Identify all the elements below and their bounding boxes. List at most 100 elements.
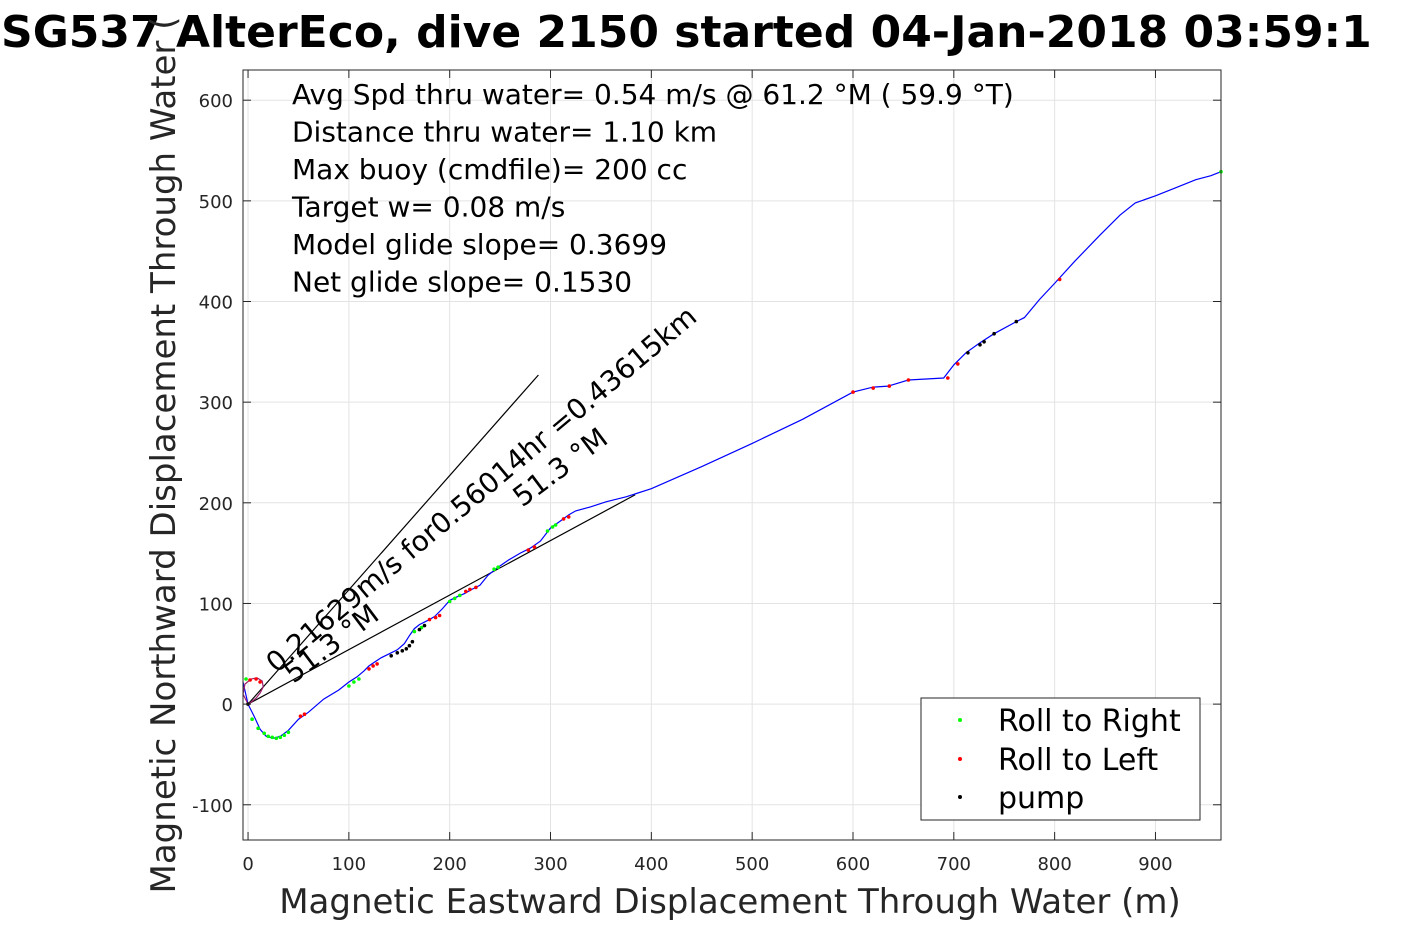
- y-axis-label: Magnetic Northward Displacement Through …: [144, 17, 184, 894]
- y-tick-labels: -100 0 100 200 300 400 500 600: [192, 91, 233, 817]
- point-roll-to-right: [357, 677, 361, 681]
- point-roll-to-right: [266, 734, 271, 739]
- current-line-2: [247, 494, 636, 705]
- axis-ticks: [243, 70, 1221, 840]
- info-line: Net glide slope= 0.1530: [292, 266, 632, 299]
- point-pump: [410, 639, 415, 644]
- point-roll-to-right: [492, 567, 496, 571]
- info-text-block: Avg Spd thru water= 0.54 m/s @ 61.2 °M (…: [291, 78, 1014, 299]
- y-tick-label: 600: [199, 91, 233, 112]
- legend-box: [920, 697, 1201, 821]
- y-tick-label: 500: [199, 192, 233, 213]
- point-roll-to-left: [371, 664, 375, 668]
- point-roll-to-right: [545, 529, 550, 533]
- point-roll-to-left: [433, 615, 438, 620]
- x-tick-label: 400: [634, 854, 668, 875]
- legend-marker-roll-right: [958, 718, 962, 722]
- y-tick-label: -100: [192, 796, 233, 817]
- point-roll-to-left: [254, 677, 258, 681]
- point-roll-to-right: [496, 565, 500, 569]
- point-roll-to-left: [566, 515, 571, 519]
- point-roll-to-left: [526, 548, 531, 552]
- series-lines: [242, 171, 1222, 739]
- y-tick-label: 0: [222, 695, 233, 716]
- x-tick-label: 100: [332, 854, 366, 875]
- point-roll-to-left: [561, 517, 566, 521]
- point-pump: [966, 351, 970, 355]
- info-line: Avg Spd thru water= 0.54 m/s @ 61.2 °M (…: [292, 78, 1014, 111]
- reference-lines: [247, 374, 636, 705]
- point-pump: [978, 343, 982, 347]
- point-roll-to-left: [532, 545, 537, 549]
- x-tick-label: 300: [533, 854, 567, 875]
- point-roll-to-left: [427, 617, 432, 622]
- point-roll-to-left: [474, 585, 478, 590]
- point-roll-to-right: [553, 523, 558, 527]
- point-roll-to-right: [286, 730, 291, 735]
- point-roll-to-left: [367, 667, 371, 671]
- point-roll-to-left: [464, 589, 468, 594]
- series-line-track: [242, 171, 1222, 739]
- x-tick-label: 800: [1037, 854, 1071, 875]
- info-line: Distance thru water= 1.10 km: [292, 116, 717, 149]
- x-axis-label: Magnetic Eastward Displacement Through W…: [279, 882, 1181, 922]
- legend-marker-pump: [958, 795, 962, 799]
- point-pump: [1014, 319, 1019, 324]
- point-roll-to-left: [871, 386, 875, 390]
- y-tick-label: 300: [199, 393, 233, 414]
- point-roll-to-right: [262, 731, 267, 736]
- point-roll-to-right: [352, 680, 356, 684]
- y-tick-label: 200: [199, 494, 233, 515]
- point-roll-to-left: [302, 712, 307, 716]
- point-roll-to-right: [458, 593, 462, 598]
- point-roll-to-right: [278, 735, 283, 740]
- x-tick-label: 700: [937, 854, 971, 875]
- point-roll-to-right: [256, 726, 260, 731]
- y-tick-label: 100: [199, 594, 233, 615]
- info-line: Model glide slope= 0.3699: [292, 228, 667, 261]
- x-tick-label: 500: [735, 854, 769, 875]
- info-line: Target w= 0.08 m/s: [291, 191, 565, 224]
- point-roll-to-right: [412, 629, 417, 634]
- point-pump: [982, 340, 986, 344]
- point-roll-to-left: [956, 362, 960, 366]
- x-tick-label: 600: [836, 854, 870, 875]
- point-pump: [992, 331, 996, 336]
- plot-frame: [242, 69, 1222, 841]
- point-roll-to-left: [906, 378, 911, 382]
- legend-label-roll-left: Roll to Left: [998, 743, 1158, 778]
- series-markers: [244, 169, 1223, 741]
- x-tick-labels: 0 100 200 300 400 500 600 700 800 900: [242, 854, 1172, 875]
- legend-label-roll-right: Roll to Right: [998, 704, 1181, 739]
- point-roll-to-left: [248, 678, 252, 682]
- point-roll-to-right: [270, 735, 275, 740]
- point-roll-to-right: [452, 596, 457, 601]
- legend-marker-roll-left: [958, 757, 962, 761]
- legend: Roll to Right Roll to Left pump: [920, 697, 1201, 821]
- x-tick-label: 200: [433, 854, 467, 875]
- point-roll-to-left: [851, 390, 855, 394]
- x-tick-label: 0: [242, 854, 253, 875]
- point-pump: [417, 627, 422, 632]
- point-roll-to-right: [274, 736, 279, 741]
- point-roll-to-left: [946, 376, 950, 380]
- point-roll-to-left: [298, 714, 303, 718]
- point-roll-to-right: [447, 599, 452, 604]
- point-pump: [389, 654, 394, 658]
- series-line-early-loop: [242, 677, 264, 705]
- point-roll-to-left: [437, 613, 442, 618]
- point-roll-to-right: [550, 525, 555, 529]
- legend-label-pump: pump: [998, 781, 1084, 816]
- point-pump: [395, 651, 400, 655]
- info-line: Max buoy (cmdfile)= 200 cc: [292, 153, 687, 186]
- x-tick-label: 900: [1138, 854, 1172, 875]
- point-roll-to-left: [468, 587, 472, 592]
- point-roll-to-left: [887, 384, 892, 388]
- point-roll-to-left: [258, 680, 262, 684]
- point-roll-to-left: [1057, 277, 1062, 282]
- point-roll-to-right: [347, 684, 351, 688]
- point-pump: [422, 623, 427, 628]
- current-line-1: [247, 374, 539, 705]
- chart-title: SG537 AlterEco, dive 2150 started 04-Jan…: [1, 7, 1372, 58]
- point-pump: [404, 647, 409, 651]
